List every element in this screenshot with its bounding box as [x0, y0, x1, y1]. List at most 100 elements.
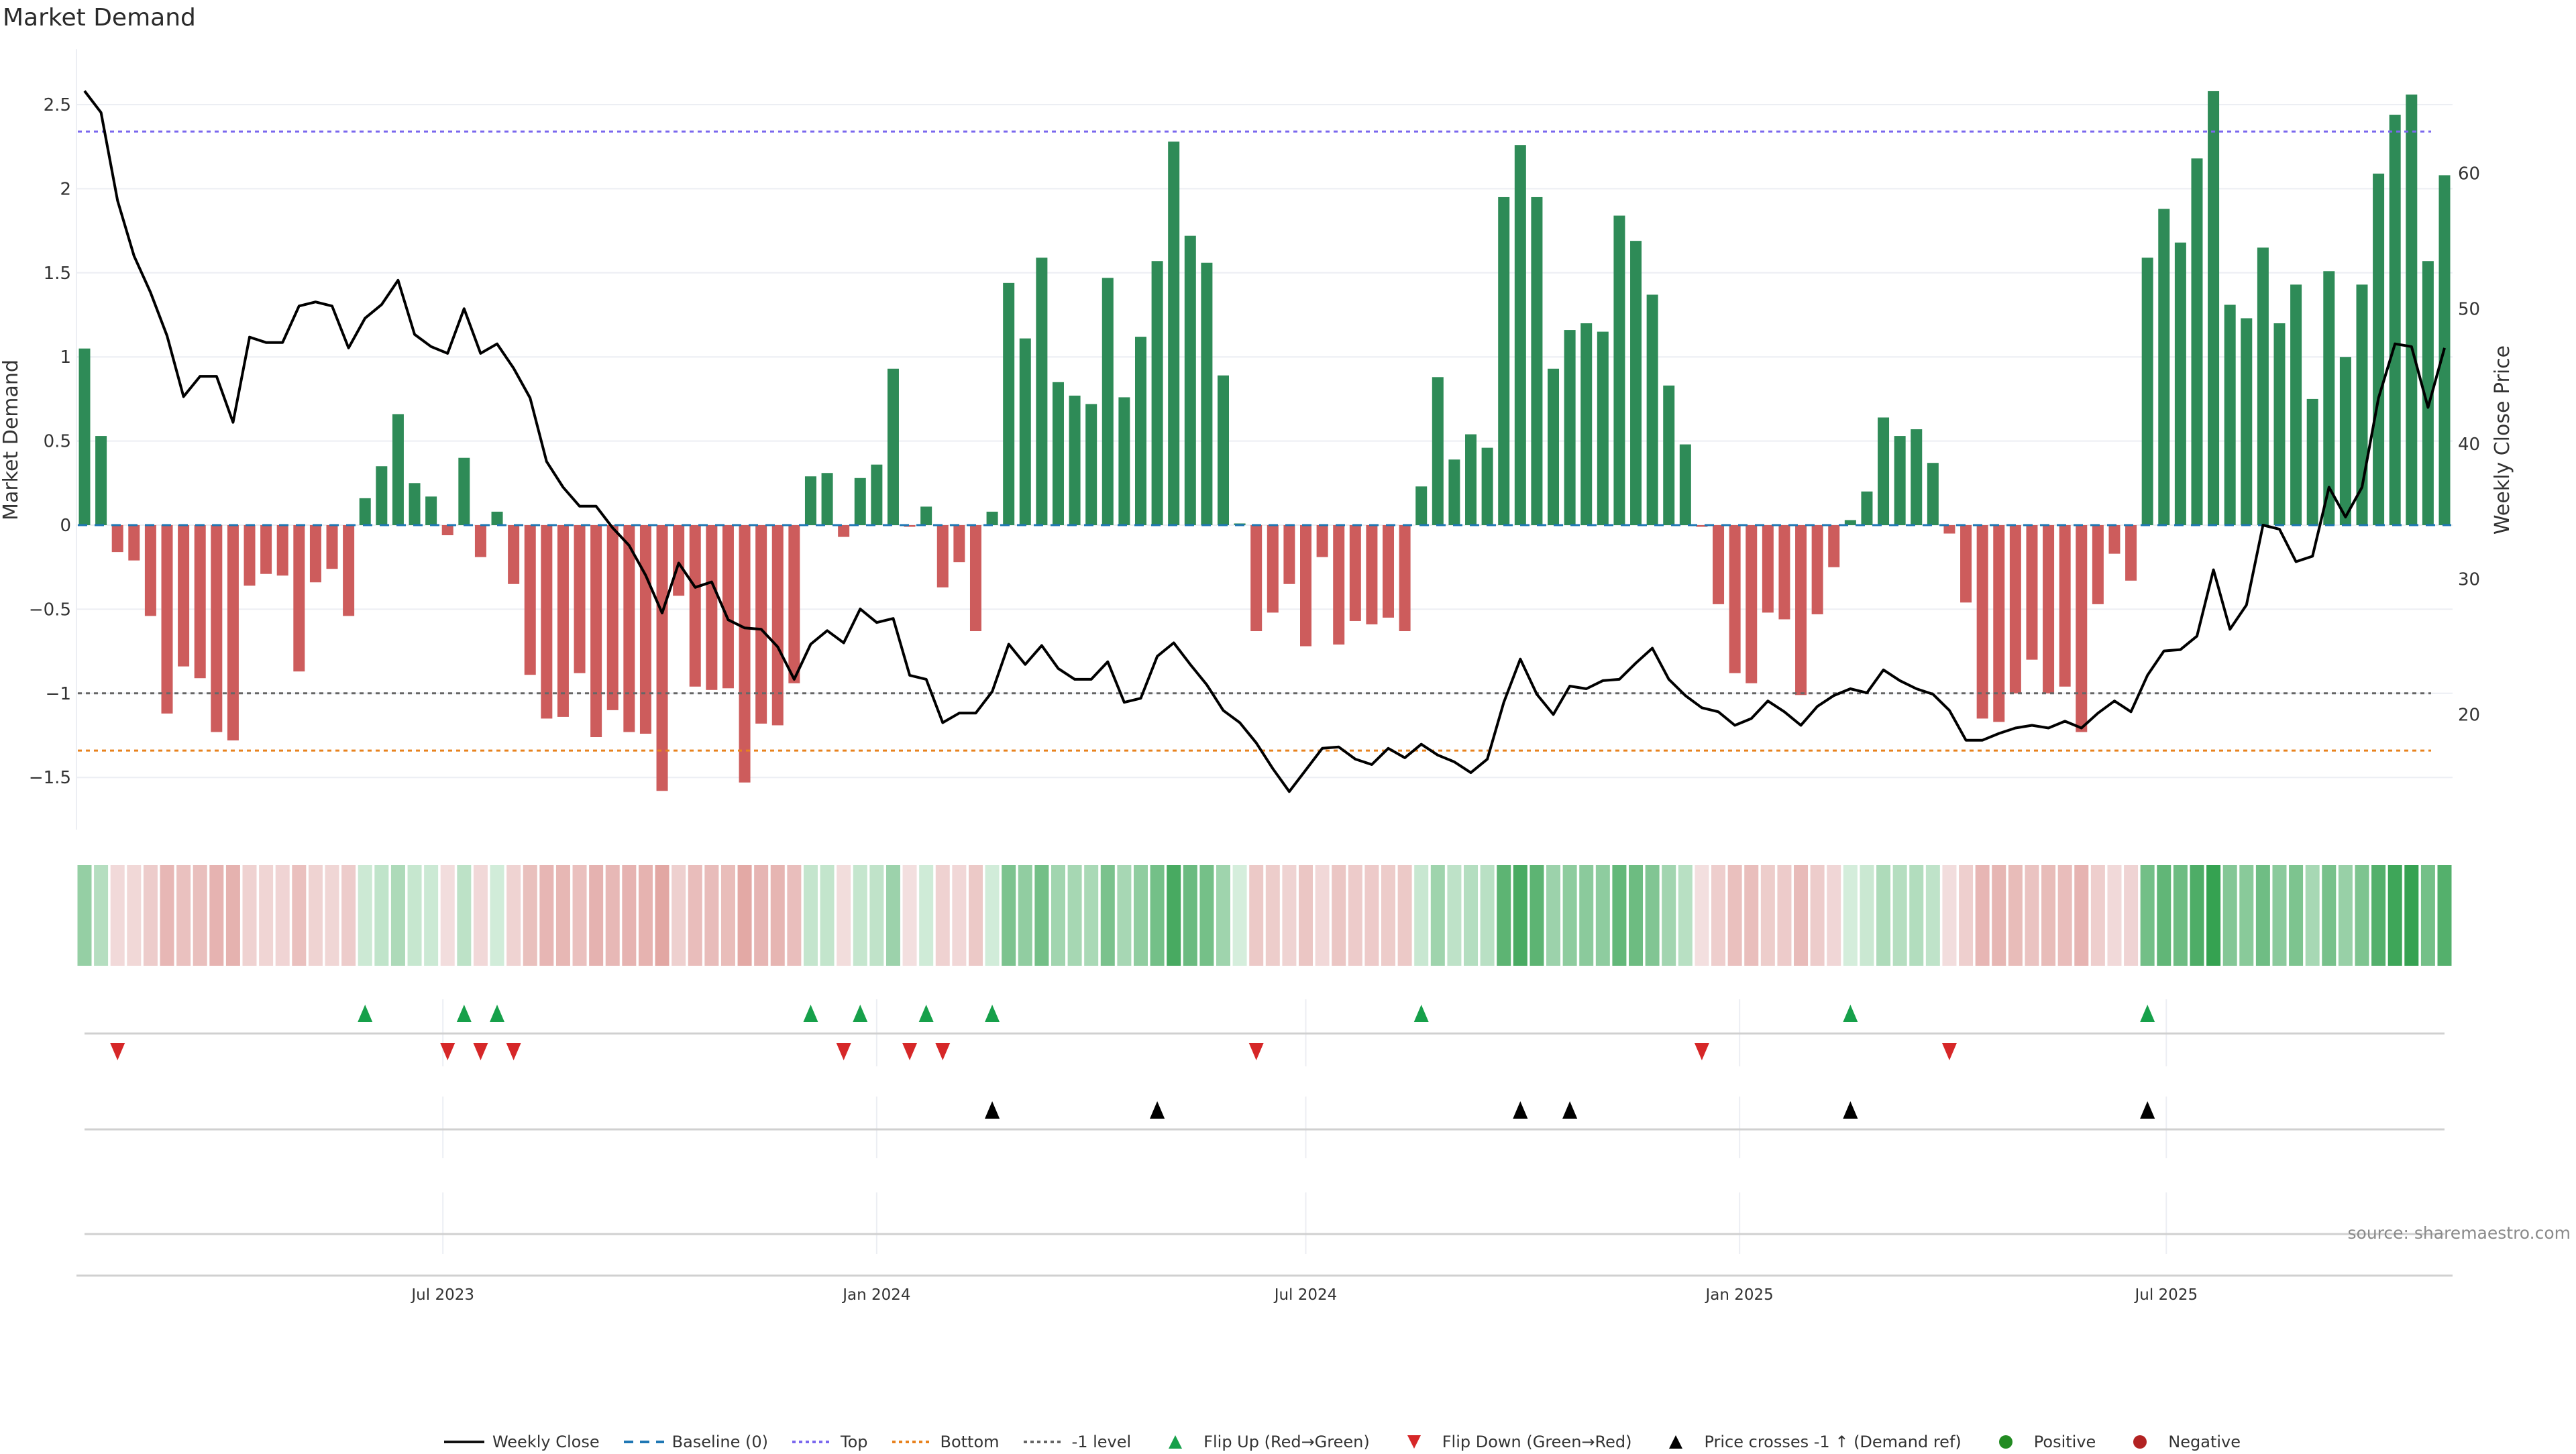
- flip-down-marker: [1694, 1043, 1709, 1060]
- demand-bar-negative: [2059, 525, 2071, 687]
- flip-up-marker: [803, 1005, 818, 1022]
- price-cross-marker: [1150, 1101, 1165, 1119]
- demand-bar-negative: [1366, 525, 1378, 624]
- heatmap-cell: [2074, 865, 2089, 966]
- heatmap-cell: [1034, 865, 1049, 966]
- heatmap-cell: [1299, 865, 1313, 966]
- flip-down-marker: [902, 1043, 918, 1060]
- demand-bar-negative: [1993, 525, 2005, 722]
- price-cross-marker: [2140, 1101, 2155, 1119]
- heatmap-cell: [1662, 865, 1676, 966]
- demand-bar-positive: [2224, 304, 2236, 525]
- heatmap-cell: [506, 865, 521, 966]
- demand-bar-negative: [755, 525, 767, 724]
- demand-bar-positive: [95, 436, 107, 525]
- heatmap-cell: [94, 865, 109, 966]
- y-tick-label: −1: [46, 684, 71, 704]
- demand-bar-negative: [194, 525, 206, 679]
- demand-bar-negative: [838, 525, 850, 537]
- heatmap-cell: [225, 865, 240, 966]
- demand-bar-positive: [1679, 444, 1691, 525]
- demand-bar-positive: [1878, 417, 1890, 525]
- heatmap-cell: [1562, 865, 1577, 966]
- heatmap-cell: [1150, 865, 1165, 966]
- heatmap-cell: [2173, 865, 2188, 966]
- demand-bar-negative: [706, 525, 718, 690]
- demand-bar-negative: [1250, 525, 1263, 632]
- demand-bar-positive: [1432, 377, 1444, 525]
- demand-bar-positive: [2290, 284, 2302, 525]
- legend-item: Bottom: [891, 1433, 1000, 1451]
- heatmap-cell: [2090, 865, 2105, 966]
- heatmap-cell: [968, 865, 983, 966]
- heatmap-cell: [572, 865, 587, 966]
- demand-bar-negative: [1746, 525, 1758, 683]
- heatmap-cell: [803, 865, 818, 966]
- demand-bar-positive: [1894, 436, 1906, 525]
- heatmap-cell: [1084, 865, 1099, 966]
- demand-bar-positive: [1134, 337, 1146, 525]
- heatmap-cell: [539, 865, 554, 966]
- heatmap-cell: [2140, 865, 2155, 966]
- legend-item: -1 level: [1022, 1433, 1131, 1451]
- demand-bar-negative: [1762, 525, 1774, 613]
- heatmap-cell: [2404, 865, 2419, 966]
- heatmap-cell: [1711, 865, 1726, 966]
- heatmap-cell: [885, 865, 900, 966]
- heatmap-cell: [127, 865, 142, 966]
- demand-bar-negative: [2026, 525, 2038, 660]
- demand-bar-positive: [1102, 278, 1114, 525]
- demand-bar-positive: [1927, 463, 1939, 525]
- heatmap-cell: [2025, 865, 2039, 966]
- demand-bar-negative: [1713, 525, 1725, 604]
- demand-bar-positive: [2389, 115, 2401, 526]
- heatmap-cell: [242, 865, 257, 966]
- demand-bar-positive: [871, 464, 883, 525]
- demand-bar-positive: [1151, 261, 1163, 525]
- demand-bar-negative: [1729, 525, 1741, 673]
- demand-bar-positive: [1597, 331, 1609, 525]
- demand-bar-negative: [904, 525, 916, 527]
- demand-bar-negative: [2076, 525, 2088, 732]
- demand-bar-positive: [2422, 261, 2434, 525]
- demand-bar-negative: [1399, 525, 1411, 632]
- heatmap-cell: [1216, 865, 1230, 966]
- weekly-close-line: [83, 90, 2446, 793]
- heatmap-cell: [275, 865, 290, 966]
- heatmap-cell: [1430, 865, 1445, 966]
- x-tick-label: Jan 2025: [1705, 1286, 1774, 1304]
- demand-bar-positive: [376, 466, 388, 525]
- heatmap-cell: [143, 865, 158, 966]
- heatmap-cell: [325, 865, 339, 966]
- demand-bar-positive: [1613, 215, 1625, 525]
- flip-up-marker: [1413, 1005, 1429, 1022]
- flip-up-marker: [985, 1005, 1000, 1022]
- legend-triangle-down-red-icon: [1407, 1435, 1421, 1449]
- demand-bar-negative: [2092, 525, 2104, 604]
- demand-bar-positive: [1911, 429, 1923, 525]
- demand-bar-negative: [276, 525, 288, 576]
- demand-bar-negative: [1795, 525, 1807, 695]
- flip-up-marker: [918, 1005, 934, 1022]
- demand-bar-negative: [211, 525, 223, 732]
- heatmap-cell: [622, 865, 637, 966]
- heatmap-cell: [737, 865, 752, 966]
- heatmap-cell: [1777, 865, 1792, 966]
- legend-circle-green-icon: [1998, 1435, 2012, 1449]
- heatmap-cell: [638, 865, 653, 966]
- legend-label: Weekly Close: [492, 1433, 600, 1451]
- heatmap-cell: [1167, 865, 1181, 966]
- price-cross-marker: [985, 1101, 1000, 1119]
- legend-label: Flip Up (Red→Green): [1203, 1433, 1370, 1451]
- heatmap-cell: [1447, 865, 1462, 966]
- demand-bar-positive: [1646, 294, 1658, 525]
- heatmap-cell: [1645, 865, 1660, 966]
- legend-item: Negative: [2118, 1433, 2241, 1451]
- heatmap-cell: [1727, 865, 1742, 966]
- heatmap-cell: [1892, 865, 1907, 966]
- heatmap-cell: [1595, 865, 1610, 966]
- heatmap-cell: [1876, 865, 1891, 966]
- heatmap-cell: [1018, 865, 1032, 966]
- legend-circle-red-icon: [2133, 1435, 2147, 1449]
- demand-bar-negative: [508, 525, 520, 584]
